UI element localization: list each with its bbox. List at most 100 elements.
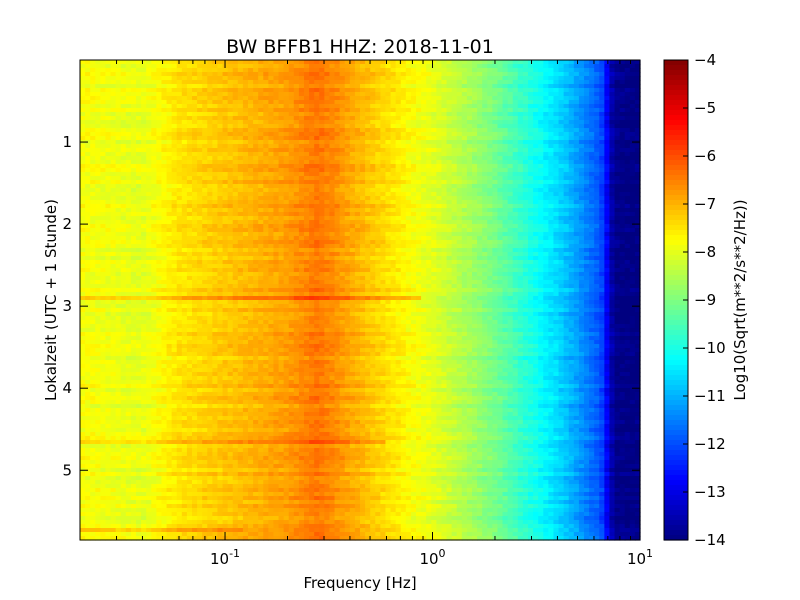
heatmap-cell bbox=[395, 60, 402, 65]
heatmap-cell bbox=[248, 196, 254, 201]
heatmap-cell bbox=[456, 216, 463, 221]
heatmap-cell bbox=[319, 72, 325, 77]
heatmap-cell bbox=[426, 104, 432, 109]
heatmap-cell bbox=[578, 136, 585, 141]
heatmap-cell bbox=[268, 208, 275, 213]
heatmap-cell bbox=[120, 176, 127, 181]
heatmap-cell bbox=[273, 140, 280, 145]
heatmap-cell bbox=[502, 164, 509, 169]
heatmap-cell bbox=[472, 172, 478, 177]
heatmap-cell bbox=[141, 144, 147, 149]
heatmap-cell bbox=[395, 212, 402, 217]
heatmap-cell bbox=[349, 176, 356, 181]
heatmap-cell bbox=[166, 148, 173, 153]
heatmap-cell bbox=[512, 108, 519, 113]
heatmap-cell bbox=[253, 92, 259, 97]
heatmap-cell bbox=[273, 192, 280, 197]
heatmap-cell bbox=[421, 64, 427, 69]
heatmap-cell bbox=[344, 220, 351, 225]
heatmap-cell bbox=[207, 116, 213, 121]
heatmap-cell bbox=[599, 72, 605, 77]
heatmap-cell bbox=[293, 216, 300, 221]
heatmap-cell bbox=[130, 168, 137, 173]
heatmap-cell bbox=[227, 180, 234, 185]
heatmap-cell bbox=[217, 200, 224, 205]
heatmap-cell bbox=[436, 132, 443, 137]
heatmap-cell bbox=[568, 120, 575, 125]
heatmap-cell bbox=[482, 152, 488, 157]
heatmap-cell bbox=[441, 100, 448, 105]
heatmap-cell bbox=[319, 156, 325, 161]
heatmap-cell bbox=[120, 64, 127, 69]
heatmap-cell bbox=[522, 116, 529, 121]
heatmap-cell bbox=[609, 208, 616, 213]
heatmap-cell bbox=[492, 204, 499, 209]
heatmap-cell bbox=[548, 148, 555, 153]
heatmap-cell bbox=[512, 148, 519, 153]
heatmap-cell bbox=[558, 136, 565, 141]
heatmap-cell bbox=[130, 192, 137, 197]
heatmap-cell bbox=[232, 144, 239, 149]
heatmap-cell bbox=[344, 184, 351, 189]
heatmap-cell bbox=[400, 124, 407, 129]
heatmap-cell bbox=[171, 180, 178, 185]
heatmap-cell bbox=[522, 84, 529, 89]
heatmap-cell bbox=[100, 76, 107, 81]
heatmap-cell bbox=[207, 232, 213, 237]
heatmap-cell bbox=[502, 156, 509, 161]
heatmap-cell bbox=[304, 124, 310, 129]
heatmap-cell bbox=[181, 228, 188, 233]
heatmap-cell bbox=[309, 76, 315, 81]
heatmap-cell bbox=[273, 236, 280, 241]
heatmap-cell bbox=[522, 172, 529, 177]
heatmap-cell bbox=[558, 84, 565, 89]
heatmap-cell bbox=[100, 68, 107, 73]
heatmap-cell bbox=[136, 156, 142, 161]
heatmap-cell bbox=[400, 188, 407, 193]
heatmap-cell bbox=[283, 92, 290, 97]
heatmap-cell bbox=[232, 120, 239, 125]
heatmap-cell bbox=[487, 160, 493, 165]
heatmap-cell bbox=[604, 196, 611, 201]
heatmap-cell bbox=[298, 232, 305, 237]
heatmap-cell bbox=[436, 228, 443, 233]
heatmap-cell bbox=[502, 228, 509, 233]
heatmap-cell bbox=[446, 104, 453, 109]
heatmap-cell bbox=[584, 144, 590, 149]
heatmap-cell bbox=[212, 212, 219, 217]
heatmap-cell bbox=[263, 236, 269, 241]
heatmap-cell bbox=[304, 64, 310, 69]
heatmap-cell bbox=[436, 216, 443, 221]
heatmap-cell bbox=[334, 184, 341, 189]
heatmap-cell bbox=[441, 124, 448, 129]
heatmap-cell bbox=[80, 152, 86, 157]
heatmap-cell bbox=[304, 164, 310, 169]
heatmap-cell bbox=[543, 208, 549, 213]
heatmap-cell bbox=[141, 204, 147, 209]
heatmap-cell bbox=[197, 200, 203, 205]
heatmap-cell bbox=[186, 64, 193, 69]
heatmap-cell bbox=[105, 212, 112, 217]
heatmap-cell bbox=[365, 220, 371, 225]
heatmap-cell bbox=[578, 172, 585, 177]
heatmap-cell bbox=[604, 204, 611, 209]
heatmap-cell bbox=[283, 164, 290, 169]
heatmap-cell bbox=[410, 116, 417, 121]
heatmap-cell bbox=[314, 136, 320, 141]
heatmap-cell bbox=[298, 120, 305, 125]
heatmap-cell bbox=[202, 124, 208, 129]
heatmap-cell bbox=[543, 96, 549, 101]
heatmap-cell bbox=[293, 240, 300, 245]
heatmap-cell bbox=[421, 120, 427, 125]
heatmap-cell bbox=[344, 136, 351, 141]
heatmap-cell bbox=[283, 180, 290, 185]
heatmap-cell bbox=[192, 176, 198, 181]
heatmap-cell bbox=[573, 140, 580, 145]
heatmap-cell bbox=[553, 164, 560, 169]
heatmap-cell bbox=[390, 128, 397, 133]
heatmap-cell bbox=[293, 144, 300, 149]
heatmap-cell bbox=[395, 80, 402, 85]
heatmap-cell bbox=[400, 204, 407, 209]
heatmap-cell bbox=[578, 160, 585, 165]
heatmap-cell bbox=[360, 196, 366, 201]
